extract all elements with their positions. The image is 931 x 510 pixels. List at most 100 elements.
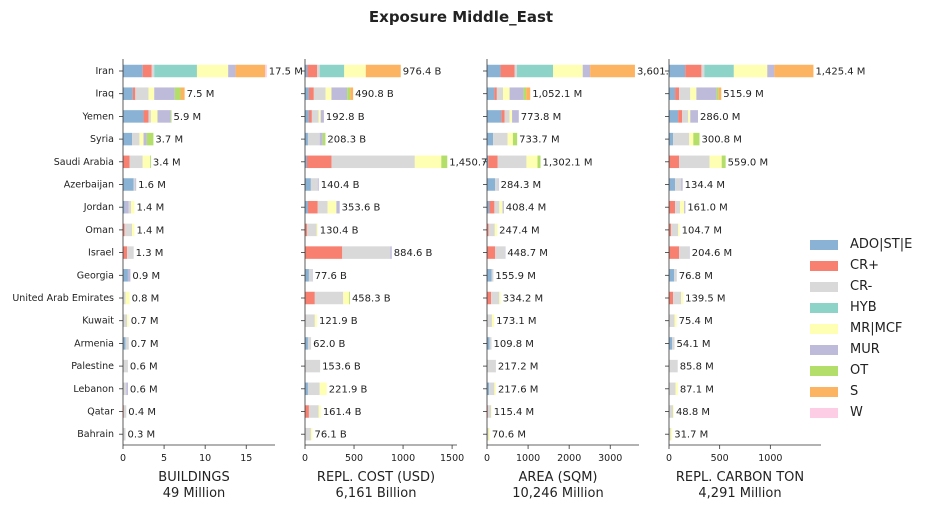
bar-segment bbox=[135, 87, 149, 100]
bar-segment bbox=[507, 132, 513, 146]
bar-segment bbox=[684, 200, 686, 214]
bar-segment bbox=[317, 178, 319, 191]
bar-segment bbox=[336, 200, 340, 214]
category-label: Iran bbox=[95, 66, 114, 77]
bar-segment bbox=[319, 382, 327, 396]
bar-segment bbox=[228, 64, 236, 78]
bar-segment bbox=[523, 87, 527, 100]
category-label: Georgia bbox=[77, 270, 114, 281]
value-label: 139.5 M bbox=[685, 294, 725, 305]
value-label: 1.3 M bbox=[136, 248, 164, 259]
x-axis-label: BUILDINGS bbox=[158, 470, 229, 485]
value-label: 0.6 M bbox=[130, 362, 158, 373]
bar-segment bbox=[679, 155, 710, 169]
bar-segment bbox=[180, 87, 185, 100]
bar-segment bbox=[487, 405, 492, 418]
value-label: 87.1 M bbox=[680, 384, 714, 395]
value-label: 31.7 M bbox=[674, 430, 708, 441]
bar-segment bbox=[305, 314, 315, 327]
bar-segment bbox=[320, 110, 324, 123]
category-label: Yemen bbox=[81, 111, 114, 122]
value-label: 0.3 M bbox=[127, 430, 155, 441]
bar-segment bbox=[669, 291, 674, 305]
bar-segment bbox=[322, 132, 326, 146]
bar-segment bbox=[672, 337, 675, 350]
value-label: 104.7 M bbox=[682, 225, 722, 236]
value-label: 1.6 M bbox=[138, 180, 166, 191]
panel-2: 976.4 B 490.8 B 192.8 B 208.3 B 1,450.7 140.4… bbox=[301, 59, 487, 501]
total-label: 10,246 Million bbox=[512, 486, 603, 501]
bar-segment bbox=[679, 87, 691, 100]
panel-3: 3,601.3 1,052.1 M 773.8 M 733.7 M 1,302.1 M 2… bbox=[483, 59, 675, 501]
bar-segment bbox=[526, 87, 531, 100]
bar-segment bbox=[690, 110, 698, 123]
bar-segment bbox=[127, 269, 131, 282]
bar-segment bbox=[308, 87, 314, 100]
bar-segment bbox=[127, 314, 129, 327]
value-label: 115.4 M bbox=[494, 407, 534, 418]
bar-segment bbox=[669, 269, 675, 282]
value-label: 208.3 B bbox=[327, 135, 366, 146]
value-label: 121.9 B bbox=[319, 316, 358, 327]
bar-segment bbox=[704, 64, 734, 78]
value-label: 334.2 M bbox=[503, 294, 543, 305]
category-label: Oman bbox=[85, 225, 114, 236]
bar-segment bbox=[343, 291, 350, 305]
bar-segment bbox=[669, 359, 678, 373]
bar-segment bbox=[123, 87, 133, 100]
bar-segment bbox=[305, 337, 308, 350]
bar-segment bbox=[670, 427, 673, 441]
bar-segment bbox=[307, 337, 312, 350]
x-tick-label: 5 bbox=[161, 453, 167, 464]
bar-segment bbox=[487, 200, 490, 214]
bar-segment bbox=[553, 64, 583, 78]
legend-label: ADO|ST|E bbox=[850, 237, 913, 252]
bar-segment bbox=[317, 200, 328, 214]
value-label: 490.8 B bbox=[355, 89, 394, 100]
legend-label: CR+ bbox=[850, 258, 880, 273]
bar-segment bbox=[516, 64, 554, 78]
bar-segment bbox=[673, 405, 674, 418]
value-label: 155.9 M bbox=[495, 271, 535, 282]
x-axis-label: AREA (SQM) bbox=[518, 470, 597, 485]
legend-item: CR+ bbox=[810, 255, 912, 276]
bar-segment bbox=[501, 110, 505, 123]
bar-segment bbox=[680, 200, 685, 214]
bar-segment bbox=[308, 269, 312, 282]
legend-swatch bbox=[810, 386, 838, 397]
bar-segment bbox=[305, 359, 321, 373]
value-label: 192.8 B bbox=[326, 112, 365, 123]
bar-segment bbox=[127, 246, 134, 259]
bar-segment bbox=[489, 200, 495, 214]
bar-segment bbox=[733, 64, 768, 78]
bar-segment bbox=[487, 359, 496, 373]
value-label: 217.2 M bbox=[498, 362, 538, 373]
bar-segment bbox=[132, 87, 136, 100]
bar-segment bbox=[310, 178, 318, 191]
bar-segment bbox=[488, 155, 498, 169]
bar-segment bbox=[313, 87, 326, 100]
total-label: 49 Million bbox=[163, 486, 226, 501]
legend-label: CR- bbox=[850, 279, 873, 294]
bar-segment bbox=[767, 64, 775, 78]
bar-segment bbox=[305, 87, 309, 100]
x-axis-label: REPL. CARBON TON bbox=[676, 470, 804, 485]
legend-label: MR|MCF bbox=[850, 321, 903, 336]
value-label: 733.7 M bbox=[519, 135, 559, 146]
value-label: 300.8 M bbox=[701, 135, 741, 146]
bar-segment bbox=[495, 246, 506, 259]
bar-segment bbox=[487, 382, 490, 396]
category-label: Kuwait bbox=[82, 316, 114, 327]
bar-segment bbox=[314, 291, 344, 305]
legend-swatch bbox=[810, 239, 838, 250]
bar-segment bbox=[133, 178, 136, 191]
bar-segment bbox=[674, 314, 677, 327]
bar-segment bbox=[318, 405, 321, 418]
bar-segment bbox=[487, 291, 492, 305]
value-label: 1,052.1 M bbox=[532, 89, 582, 100]
bar-segment bbox=[709, 155, 722, 169]
x-tick-label: 0 bbox=[666, 453, 672, 464]
bar-segment bbox=[139, 132, 144, 146]
bar-segment bbox=[669, 246, 680, 259]
bar-segment bbox=[196, 64, 229, 78]
